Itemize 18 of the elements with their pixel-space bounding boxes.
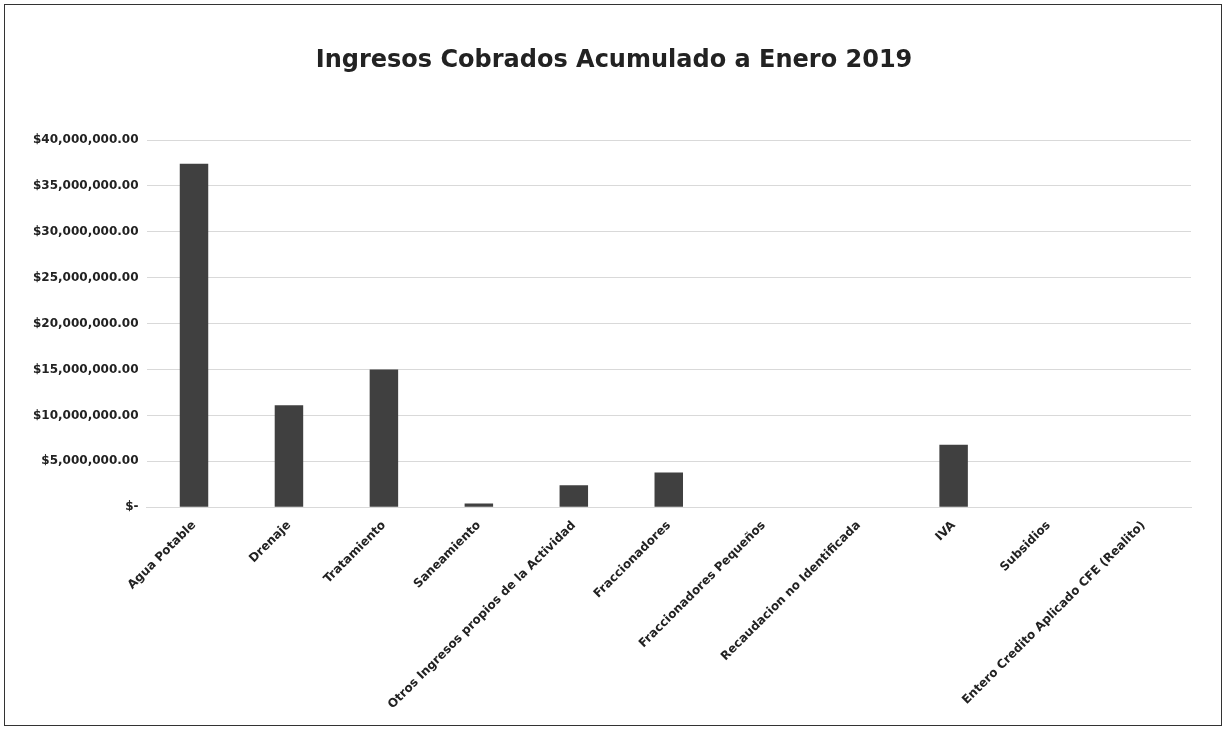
bar	[654, 472, 683, 507]
bar	[559, 485, 589, 507]
bar	[939, 444, 968, 507]
bar	[179, 163, 209, 507]
y-tick-label: $10,000,000.00	[32, 407, 139, 422]
bar	[464, 503, 494, 507]
y-tick-label: $20,000,000.00	[32, 315, 139, 330]
chart-title: Ingresos Cobrados Acumulado a Enero 2019	[314, 45, 914, 73]
y-tick-label: $15,000,000.00	[32, 361, 139, 376]
y-tick-label: $5,000,000.00	[41, 453, 139, 468]
y-tick-label: $30,000,000.00	[32, 223, 139, 238]
y-tick-label: $25,000,000.00	[32, 269, 139, 284]
x-tick-label: IVA	[932, 517, 959, 544]
y-tick-label: $-	[125, 499, 139, 514]
y-tick-label: $40,000,000.00	[32, 132, 139, 147]
bar	[274, 405, 304, 507]
y-tick-label: $35,000,000.00	[32, 178, 139, 193]
bar	[369, 369, 399, 507]
